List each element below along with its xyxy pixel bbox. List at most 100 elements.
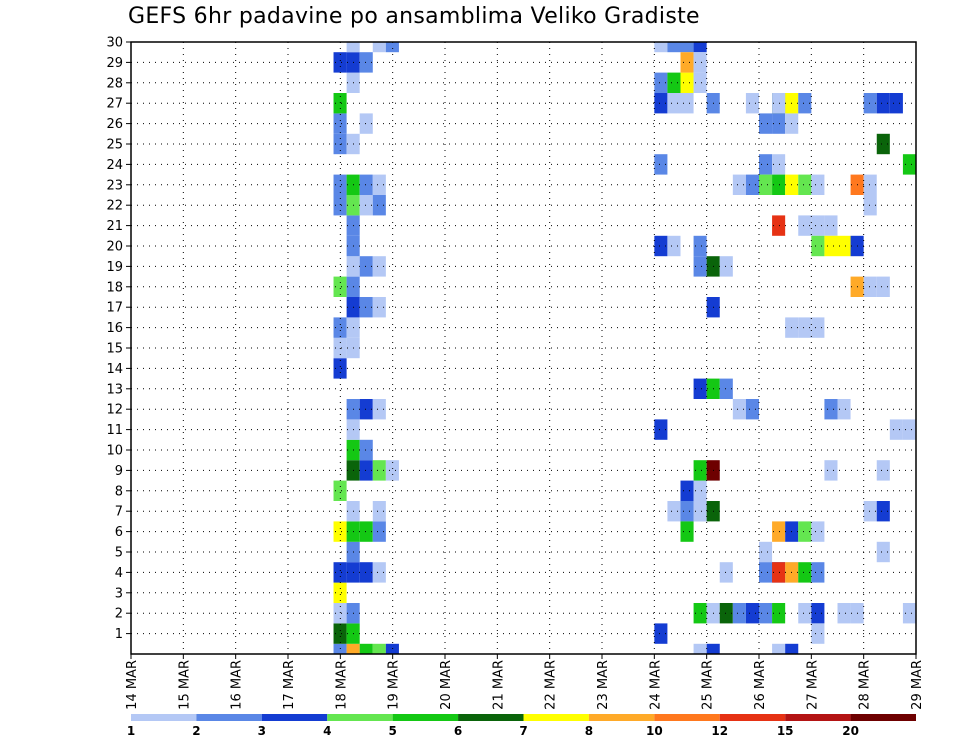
y-tick-label: 7 <box>115 505 123 520</box>
y-tick-label: 17 <box>106 301 123 316</box>
heatmap-cell <box>706 643 720 654</box>
heatmap-cell <box>824 235 838 257</box>
x-axis-ticks: 14 MAR 15 MAR 16 MAR 17 MAR 18 MAR 19 MAR 20 M… <box>125 654 925 710</box>
colorbar-label: 5 <box>388 724 396 738</box>
heatmap-cell <box>359 562 373 583</box>
heatmap-cell <box>333 358 347 379</box>
heatmap-cell <box>772 603 786 624</box>
heatmap-cell <box>798 174 812 195</box>
heatmap-cell <box>798 317 812 338</box>
heatmap-cell <box>719 256 733 277</box>
heatmap-cell <box>359 521 373 542</box>
heatmap-cell <box>680 501 694 522</box>
heatmap-cell <box>876 501 890 522</box>
y-tick-label: 20 <box>106 240 123 255</box>
heatmap-cell <box>759 603 773 624</box>
heatmap-cell <box>372 174 386 195</box>
y-tick-label: 12 <box>106 403 123 418</box>
heatmap-cell <box>333 174 347 195</box>
y-tick-label: 28 <box>106 76 123 91</box>
y-tick-label: 8 <box>115 484 123 499</box>
heatmap-cell <box>772 215 786 236</box>
heatmap-cell <box>811 623 825 644</box>
colorbar-swatch <box>523 714 589 721</box>
y-tick-label: 1 <box>115 627 123 642</box>
colorbar-label: 12 <box>711 724 728 738</box>
y-tick-label: 18 <box>106 280 123 295</box>
heatmap-cell <box>667 42 681 53</box>
heatmap-cell <box>693 501 707 522</box>
heatmap-cell <box>719 562 733 583</box>
heatmap-cell <box>693 378 707 399</box>
heatmap-cell <box>667 72 681 93</box>
heatmap-cell <box>333 52 347 73</box>
heatmap-cell <box>745 399 759 420</box>
chart-title: GEFS 6hr padavine po ansamblima Veliko G… <box>128 4 700 29</box>
heatmap-cell <box>889 93 903 114</box>
heatmap-cell <box>372 42 386 53</box>
heatmap-cell <box>824 399 838 420</box>
heatmap-cell <box>693 256 707 277</box>
heatmap-cell <box>333 276 347 297</box>
heatmap-cell <box>385 42 399 53</box>
heatmap-cell <box>333 195 347 216</box>
heatmap-cell <box>372 195 386 216</box>
heatmap-cell <box>372 256 386 277</box>
heatmap-cell <box>745 93 759 114</box>
y-tick-label: 22 <box>106 199 123 214</box>
heatmap-cell <box>811 215 825 236</box>
heatmap-cell <box>759 174 773 195</box>
heatmap-cell <box>333 93 347 114</box>
y-tick-label: 25 <box>106 138 123 153</box>
y-tick-label: 30 <box>106 36 123 51</box>
heatmap-cell <box>680 521 694 542</box>
y-tick-label: 10 <box>106 444 123 459</box>
y-axis-ticks: 1234567891011121314151617181920212223242… <box>106 36 131 642</box>
y-tick-label: 3 <box>115 586 123 601</box>
heatmap-cell <box>824 215 838 236</box>
y-tick-label: 2 <box>115 607 123 622</box>
heatmap-cell <box>824 460 838 481</box>
heatmap-cell <box>372 460 386 481</box>
heatmap-cell <box>333 113 347 134</box>
colorbar-swatch <box>196 714 262 721</box>
heatmap-cell <box>359 195 373 216</box>
colorbar-swatch <box>392 714 459 721</box>
heatmap-cell <box>798 521 812 542</box>
heatmap-cell <box>333 521 347 542</box>
x-tick-label: 18 MAR <box>334 660 349 710</box>
y-tick-label: 11 <box>106 423 123 438</box>
heatmap-cell <box>863 195 877 216</box>
heatmap-cell <box>811 317 825 338</box>
heatmap-cell <box>693 603 707 624</box>
heatmap-cell <box>732 603 746 624</box>
heatmap-cell <box>772 154 786 175</box>
colorbar-label: 10 <box>646 724 663 738</box>
colorbar-swatch <box>654 714 720 721</box>
y-tick-label: 21 <box>106 219 123 234</box>
x-tick-label: 23 MAR <box>596 660 611 710</box>
heatmap-cell <box>385 460 399 481</box>
heatmap-cell <box>876 133 890 155</box>
heatmap-cell <box>346 42 360 53</box>
heatmap-cell <box>863 276 877 297</box>
heatmap-cell <box>772 174 786 195</box>
heatmap-cell <box>667 235 681 257</box>
heatmap-cell <box>759 154 773 175</box>
colorbar-swatch <box>261 714 328 721</box>
heatmap-cell <box>785 643 799 654</box>
heatmap-cell <box>693 42 707 53</box>
heatmap-cell <box>359 643 373 654</box>
heatmap-cell <box>719 378 733 399</box>
y-tick-label: 13 <box>106 382 123 397</box>
colorbar-swatch <box>327 714 393 721</box>
heatmap-cell <box>654 419 668 440</box>
heatmap-cell <box>798 603 812 624</box>
colorbar-label: 4 <box>323 724 331 738</box>
heatmap-cell <box>667 501 681 522</box>
heatmap-cell <box>654 93 668 114</box>
y-tick-label: 16 <box>106 321 123 336</box>
y-tick-label: 14 <box>106 362 123 377</box>
heatmap-cell <box>902 419 916 440</box>
